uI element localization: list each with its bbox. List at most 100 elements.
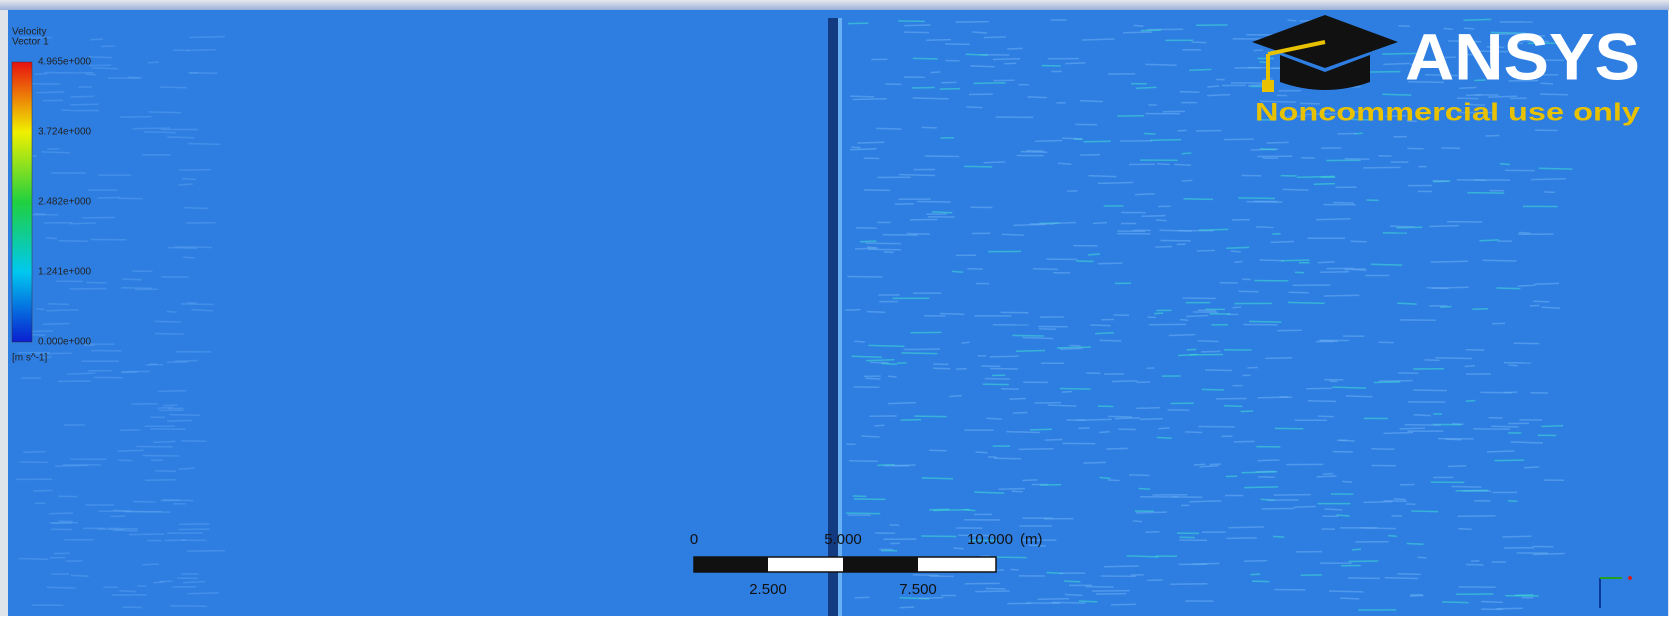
streak — [170, 606, 207, 607]
streak — [1500, 164, 1510, 165]
streak — [1174, 164, 1191, 165]
streak — [1426, 288, 1448, 289]
streak — [866, 360, 894, 361]
streak — [182, 179, 196, 180]
streak — [1533, 554, 1565, 555]
streak — [70, 223, 96, 224]
streak — [1232, 307, 1241, 308]
streak — [1254, 50, 1263, 51]
streak — [1004, 63, 1016, 64]
streak — [1189, 501, 1221, 502]
streak — [966, 54, 988, 55]
streak — [1442, 602, 1468, 603]
streak — [1541, 307, 1559, 308]
streak — [1185, 432, 1202, 433]
streak — [990, 369, 1018, 370]
streak — [1135, 194, 1155, 195]
streak — [953, 548, 963, 549]
streak — [1390, 226, 1415, 227]
streak — [67, 373, 95, 374]
streak — [1518, 285, 1536, 286]
streak — [1080, 101, 1103, 102]
streak — [167, 137, 194, 138]
streak — [895, 204, 914, 205]
streak — [1508, 365, 1517, 366]
streak — [184, 208, 208, 209]
streak — [892, 465, 915, 466]
streak — [1259, 260, 1284, 261]
streak — [907, 234, 930, 235]
streak — [956, 22, 989, 23]
streak — [904, 32, 929, 33]
streak — [1431, 261, 1469, 262]
streak — [846, 513, 880, 514]
streak — [1231, 251, 1241, 252]
streak — [1115, 418, 1140, 419]
streak — [108, 528, 138, 529]
streak — [1133, 521, 1142, 522]
streak — [869, 345, 905, 346]
streak — [1085, 586, 1113, 587]
streak — [1157, 437, 1172, 438]
streak — [899, 175, 935, 176]
streak — [1340, 440, 1355, 441]
streak — [23, 451, 45, 452]
streak — [1197, 250, 1215, 251]
streak — [921, 536, 956, 537]
scale-unit: (m) — [1020, 531, 1043, 548]
streak — [113, 510, 131, 511]
streak — [1226, 247, 1249, 248]
streak — [1371, 264, 1402, 265]
streak — [1502, 536, 1531, 537]
streak — [1207, 95, 1230, 96]
streak — [1297, 176, 1334, 177]
streak — [1177, 130, 1186, 131]
streak — [1258, 397, 1289, 398]
streak — [192, 310, 214, 311]
streak — [155, 321, 181, 322]
streak — [1318, 262, 1335, 263]
streak — [1033, 269, 1058, 270]
streak — [1329, 591, 1364, 592]
streak — [853, 99, 887, 100]
streak — [1095, 333, 1114, 334]
streak — [183, 582, 205, 583]
scale-label: 10.000 — [967, 531, 1013, 548]
streak — [1256, 227, 1274, 228]
streak — [1096, 594, 1126, 595]
streak — [967, 269, 983, 270]
streak — [1224, 406, 1242, 407]
streak — [189, 37, 224, 38]
streak — [36, 92, 64, 93]
streak — [47, 587, 76, 588]
streak — [922, 478, 953, 479]
streak — [1009, 398, 1025, 399]
streak — [88, 57, 112, 58]
streak — [1058, 163, 1071, 164]
streak — [1250, 574, 1260, 575]
streak — [113, 530, 138, 531]
streak — [1333, 387, 1367, 388]
streak — [1534, 283, 1559, 284]
streak — [1363, 502, 1392, 503]
streak — [868, 249, 901, 250]
streak — [1265, 358, 1292, 359]
streak — [1397, 303, 1416, 304]
streak — [1317, 476, 1337, 477]
streak — [1238, 198, 1274, 199]
streak — [1342, 481, 1352, 482]
streak — [1374, 382, 1401, 383]
streak — [857, 142, 884, 143]
streak — [1260, 149, 1276, 150]
streak — [848, 23, 868, 24]
streak — [1258, 460, 1280, 461]
streak — [1169, 335, 1195, 336]
streak — [1194, 464, 1205, 465]
streak — [1198, 310, 1216, 311]
streak — [1006, 432, 1040, 433]
streak — [71, 96, 95, 97]
streak — [1333, 202, 1354, 203]
streak — [962, 342, 970, 343]
streak — [1288, 302, 1325, 303]
streak — [884, 252, 894, 253]
